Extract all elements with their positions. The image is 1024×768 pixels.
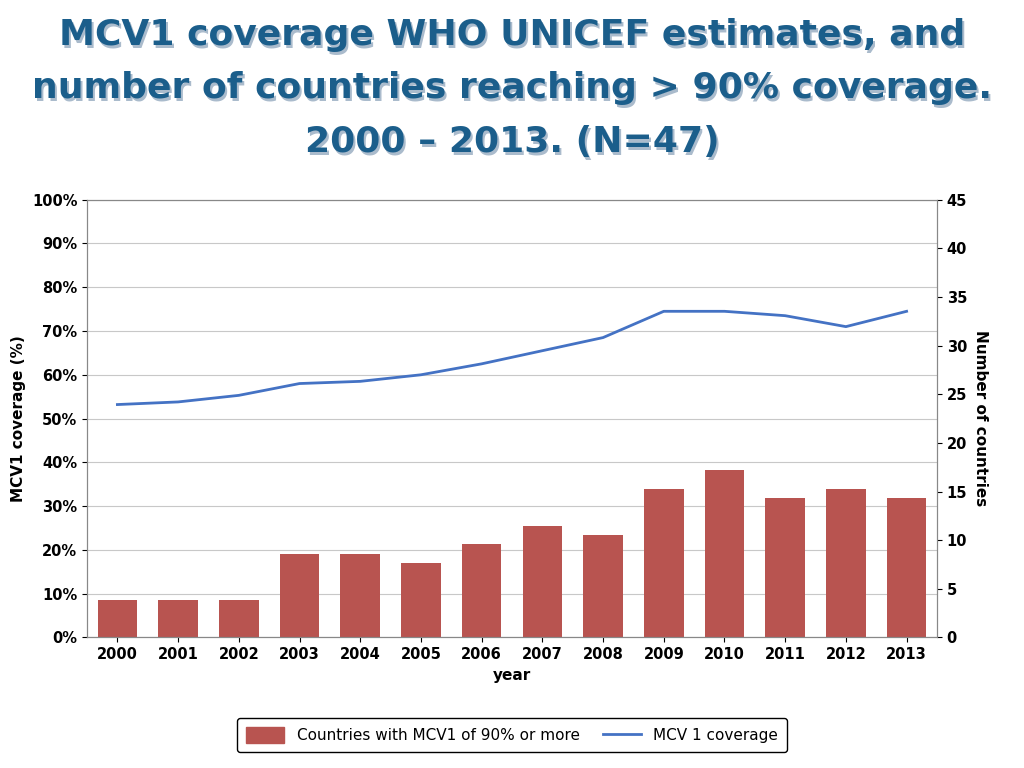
Bar — [341, 554, 380, 637]
Bar — [97, 601, 137, 637]
Bar — [159, 601, 198, 637]
Text: MCV1 coverage WHO UNICEF estimates, and: MCV1 coverage WHO UNICEF estimates, and — [60, 21, 968, 55]
Text: number of countries reaching > 90% coverage.: number of countries reaching > 90% cover… — [34, 74, 994, 108]
Text: 2000 – 2013. (N=47): 2000 – 2013. (N=47) — [305, 125, 719, 159]
Text: number of countries reaching > 90% coverage.: number of countries reaching > 90% cover… — [32, 71, 992, 105]
Bar — [766, 498, 805, 637]
X-axis label: year: year — [493, 667, 531, 683]
Bar — [584, 535, 623, 637]
Bar — [401, 563, 440, 637]
Bar — [522, 526, 562, 637]
Bar — [705, 470, 744, 637]
Bar — [280, 554, 319, 637]
Bar — [887, 498, 927, 637]
Bar — [826, 488, 865, 637]
Text: 2000 – 2013. (N=47): 2000 – 2013. (N=47) — [307, 128, 721, 162]
Y-axis label: MCV1 coverage (%): MCV1 coverage (%) — [11, 335, 27, 502]
Legend: Countries with MCV1 of 90% or more, MCV 1 coverage: Countries with MCV1 of 90% or more, MCV … — [237, 718, 787, 753]
Bar — [644, 488, 683, 637]
Y-axis label: Number of countries: Number of countries — [973, 330, 988, 507]
Bar — [219, 601, 258, 637]
Text: MCV1 coverage WHO UNICEF estimates, and: MCV1 coverage WHO UNICEF estimates, and — [58, 18, 966, 51]
Bar — [462, 545, 502, 637]
